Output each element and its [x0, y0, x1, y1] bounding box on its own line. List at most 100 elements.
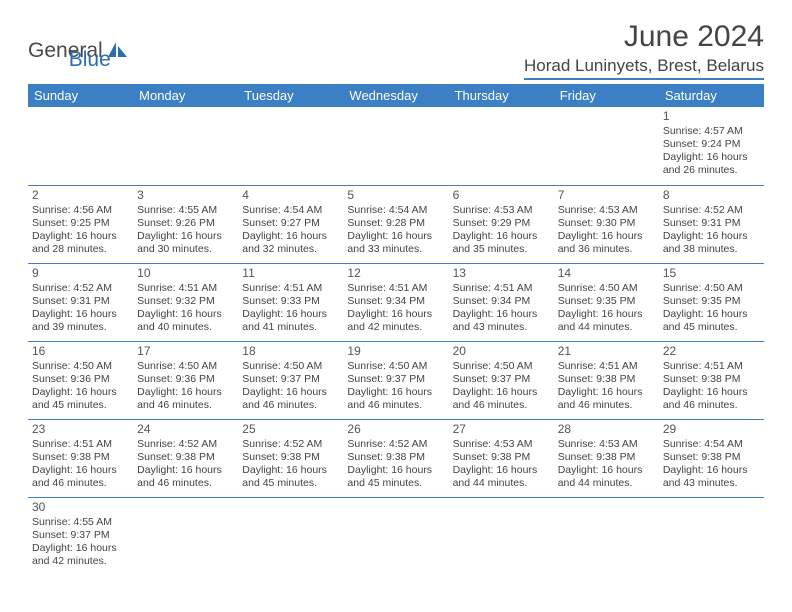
sunrise-text: Sunrise: 4:51 AM: [32, 438, 129, 451]
logo-text-blue: Blue: [69, 48, 111, 71]
sunset-text: Sunset: 9:38 PM: [347, 451, 444, 464]
sunrise-text: Sunrise: 4:56 AM: [32, 204, 129, 217]
day-number: 3: [137, 188, 234, 203]
daylight-text: Daylight: 16 hours and 45 minutes.: [663, 308, 760, 334]
calendar-cell: [238, 107, 343, 185]
daylight-text: Daylight: 16 hours and 46 minutes.: [663, 386, 760, 412]
calendar-cell: 14Sunrise: 4:50 AMSunset: 9:35 PMDayligh…: [554, 263, 659, 341]
calendar-body: 1Sunrise: 4:57 AMSunset: 9:24 PMDaylight…: [28, 107, 764, 575]
sunset-text: Sunset: 9:32 PM: [137, 295, 234, 308]
calendar-cell: 6Sunrise: 4:53 AMSunset: 9:29 PMDaylight…: [449, 185, 554, 263]
day-number: 16: [32, 344, 129, 359]
calendar-cell: 7Sunrise: 4:53 AMSunset: 9:30 PMDaylight…: [554, 185, 659, 263]
sunrise-text: Sunrise: 4:55 AM: [137, 204, 234, 217]
daylight-text: Daylight: 16 hours and 46 minutes.: [242, 386, 339, 412]
sunrise-text: Sunrise: 4:54 AM: [663, 438, 760, 451]
day-number: 6: [453, 188, 550, 203]
sunset-text: Sunset: 9:38 PM: [663, 373, 760, 386]
day-number: 18: [242, 344, 339, 359]
sunset-text: Sunset: 9:38 PM: [558, 373, 655, 386]
weekday-header: Wednesday: [343, 84, 448, 107]
day-number: 26: [347, 422, 444, 437]
calendar-cell: [133, 107, 238, 185]
sunrise-text: Sunrise: 4:54 AM: [242, 204, 339, 217]
day-number: 24: [137, 422, 234, 437]
daylight-text: Daylight: 16 hours and 33 minutes.: [347, 230, 444, 256]
calendar-cell: [449, 497, 554, 575]
calendar-cell: 12Sunrise: 4:51 AMSunset: 9:34 PMDayligh…: [343, 263, 448, 341]
daylight-text: Daylight: 16 hours and 44 minutes.: [558, 464, 655, 490]
calendar-cell: 25Sunrise: 4:52 AMSunset: 9:38 PMDayligh…: [238, 419, 343, 497]
sunset-text: Sunset: 9:38 PM: [453, 451, 550, 464]
daylight-text: Daylight: 16 hours and 46 minutes.: [137, 386, 234, 412]
sunset-text: Sunset: 9:38 PM: [137, 451, 234, 464]
sunset-text: Sunset: 9:31 PM: [663, 217, 760, 230]
sunrise-text: Sunrise: 4:52 AM: [347, 438, 444, 451]
day-number: 20: [453, 344, 550, 359]
day-number: 15: [663, 266, 760, 281]
sunset-text: Sunset: 9:35 PM: [663, 295, 760, 308]
calendar-cell: 4Sunrise: 4:54 AMSunset: 9:27 PMDaylight…: [238, 185, 343, 263]
daylight-text: Daylight: 16 hours and 39 minutes.: [32, 308, 129, 334]
sunrise-text: Sunrise: 4:55 AM: [32, 516, 129, 529]
calendar-page: General Blue June 2024 Horad Luninyets, …: [0, 0, 792, 595]
sunset-text: Sunset: 9:37 PM: [347, 373, 444, 386]
sunset-text: Sunset: 9:38 PM: [32, 451, 129, 464]
daylight-text: Daylight: 16 hours and 28 minutes.: [32, 230, 129, 256]
daylight-text: Daylight: 16 hours and 26 minutes.: [663, 151, 760, 177]
calendar-cell: 8Sunrise: 4:52 AMSunset: 9:31 PMDaylight…: [659, 185, 764, 263]
sunset-text: Sunset: 9:37 PM: [32, 529, 129, 542]
daylight-text: Daylight: 16 hours and 44 minutes.: [558, 308, 655, 334]
calendar-cell: 1Sunrise: 4:57 AMSunset: 9:24 PMDaylight…: [659, 107, 764, 185]
sunset-text: Sunset: 9:31 PM: [32, 295, 129, 308]
day-number: 5: [347, 188, 444, 203]
daylight-text: Daylight: 16 hours and 45 minutes.: [347, 464, 444, 490]
daylight-text: Daylight: 16 hours and 46 minutes.: [453, 386, 550, 412]
sunrise-text: Sunrise: 4:50 AM: [32, 360, 129, 373]
calendar-cell: 24Sunrise: 4:52 AMSunset: 9:38 PMDayligh…: [133, 419, 238, 497]
sunrise-text: Sunrise: 4:50 AM: [347, 360, 444, 373]
weekday-header: Thursday: [449, 84, 554, 107]
sunset-text: Sunset: 9:38 PM: [242, 451, 339, 464]
calendar-cell: 10Sunrise: 4:51 AMSunset: 9:32 PMDayligh…: [133, 263, 238, 341]
sunset-text: Sunset: 9:36 PM: [32, 373, 129, 386]
day-number: 11: [242, 266, 339, 281]
sunset-text: Sunset: 9:26 PM: [137, 217, 234, 230]
sunrise-text: Sunrise: 4:52 AM: [663, 204, 760, 217]
sunrise-text: Sunrise: 4:50 AM: [663, 282, 760, 295]
sunrise-text: Sunrise: 4:51 AM: [453, 282, 550, 295]
sunset-text: Sunset: 9:28 PM: [347, 217, 444, 230]
calendar-cell: 26Sunrise: 4:52 AMSunset: 9:38 PMDayligh…: [343, 419, 448, 497]
daylight-text: Daylight: 16 hours and 41 minutes.: [242, 308, 339, 334]
sunrise-text: Sunrise: 4:57 AM: [663, 125, 760, 138]
calendar-cell: 20Sunrise: 4:50 AMSunset: 9:37 PMDayligh…: [449, 341, 554, 419]
day-number: 29: [663, 422, 760, 437]
calendar-cell: [554, 107, 659, 185]
sunset-text: Sunset: 9:33 PM: [242, 295, 339, 308]
day-number: 9: [32, 266, 129, 281]
calendar-cell: [238, 497, 343, 575]
daylight-text: Daylight: 16 hours and 38 minutes.: [663, 230, 760, 256]
weekday-header: Monday: [133, 84, 238, 107]
day-number: 25: [242, 422, 339, 437]
location-text: Horad Luninyets, Brest, Belarus: [524, 56, 764, 80]
sunrise-text: Sunrise: 4:51 AM: [558, 360, 655, 373]
daylight-text: Daylight: 16 hours and 35 minutes.: [453, 230, 550, 256]
daylight-text: Daylight: 16 hours and 42 minutes.: [347, 308, 444, 334]
sunset-text: Sunset: 9:37 PM: [453, 373, 550, 386]
daylight-text: Daylight: 16 hours and 46 minutes.: [558, 386, 655, 412]
daylight-text: Daylight: 16 hours and 44 minutes.: [453, 464, 550, 490]
day-number: 14: [558, 266, 655, 281]
daylight-text: Daylight: 16 hours and 43 minutes.: [453, 308, 550, 334]
calendar-cell: 29Sunrise: 4:54 AMSunset: 9:38 PMDayligh…: [659, 419, 764, 497]
weekday-header: Saturday: [659, 84, 764, 107]
day-number: 12: [347, 266, 444, 281]
calendar-header-row: SundayMondayTuesdayWednesdayThursdayFrid…: [28, 84, 764, 107]
daylight-text: Daylight: 16 hours and 46 minutes.: [32, 464, 129, 490]
daylight-text: Daylight: 16 hours and 32 minutes.: [242, 230, 339, 256]
calendar-cell: 9Sunrise: 4:52 AMSunset: 9:31 PMDaylight…: [28, 263, 133, 341]
sunset-text: Sunset: 9:25 PM: [32, 217, 129, 230]
sunrise-text: Sunrise: 4:50 AM: [453, 360, 550, 373]
title-block: June 2024 Horad Luninyets, Brest, Belaru…: [524, 20, 764, 80]
sunset-text: Sunset: 9:38 PM: [558, 451, 655, 464]
